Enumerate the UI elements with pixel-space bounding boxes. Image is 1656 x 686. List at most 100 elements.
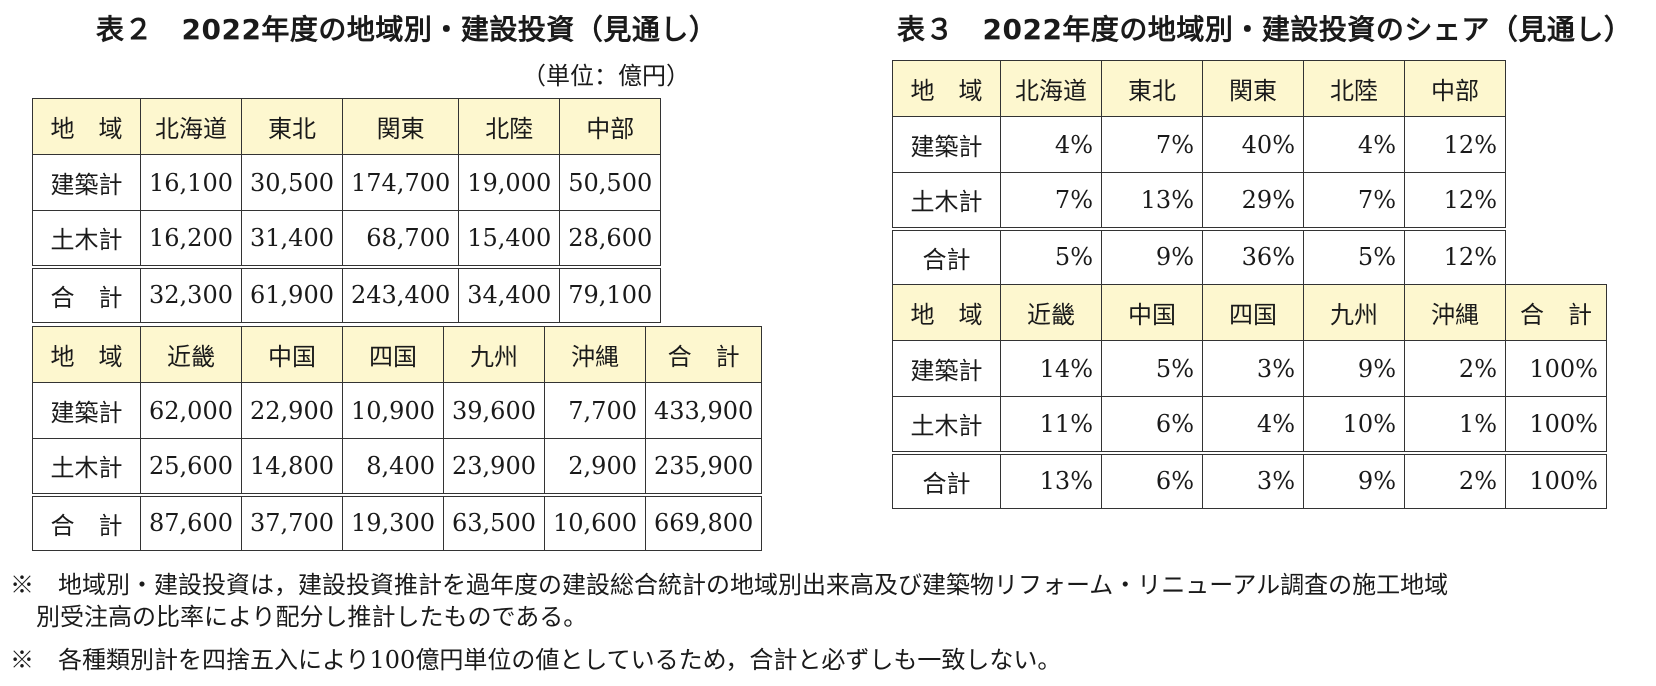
header-cell: 中国 bbox=[1101, 284, 1203, 341]
value-cell: 22,900 bbox=[241, 382, 343, 439]
value-cell: 14% bbox=[1000, 340, 1102, 397]
value-cell: 100% bbox=[1505, 450, 1607, 509]
table-header-row: 地 域 近畿 中国 四国 九州 沖縄 合 計 bbox=[32, 326, 763, 383]
value-cell: 433,900 bbox=[644, 382, 763, 439]
empty-cell bbox=[1506, 117, 1607, 173]
header-cell: 合 計 bbox=[1505, 284, 1607, 341]
header-cell: 北海道 bbox=[140, 98, 242, 155]
table-header-row: 地 域 北海道 東北 関東 北陸 中部 bbox=[892, 60, 1607, 117]
value-cell: 4% bbox=[1202, 396, 1304, 453]
table-total-row: 合計 13% 6% 3% 9% 2% 100% bbox=[892, 450, 1607, 509]
value-cell: 79,100 bbox=[559, 264, 662, 323]
header-cell: 合 計 bbox=[644, 326, 763, 383]
table-row: 建築計 16,100 30,500 174,700 19,000 50,500 bbox=[32, 154, 662, 211]
value-cell: 6% bbox=[1101, 450, 1203, 509]
header-cell: 近畿 bbox=[140, 326, 242, 383]
header-cell: 地 域 bbox=[892, 60, 1001, 117]
value-cell: 4% bbox=[1303, 116, 1405, 173]
value-cell: 23,900 bbox=[443, 438, 545, 495]
table-total-row: 合 計 87,600 37,700 19,300 63,500 10,600 6… bbox=[32, 492, 763, 551]
value-cell: 235,900 bbox=[644, 438, 763, 495]
value-cell: 25,600 bbox=[140, 438, 242, 495]
value-cell: 100% bbox=[1505, 396, 1607, 453]
value-cell: 28,600 bbox=[559, 210, 662, 267]
footnote: ※ 各種類別計を四捨五入により100億円単位の値としているため，合計と必ずしも一… bbox=[10, 646, 1062, 674]
row-label: 合 計 bbox=[32, 264, 141, 323]
row-label: 土木計 bbox=[32, 438, 141, 495]
row-label: 建築計 bbox=[892, 116, 1001, 173]
value-cell: 7% bbox=[1101, 116, 1203, 173]
footnote-continuation: 別受注高の比率により配分し推計したものである。 bbox=[36, 603, 588, 631]
footnote: ※ 地域別・建設投資は，建設投資推計を過年度の建設総合統計の地域別出来高及び建築… bbox=[10, 571, 1449, 599]
value-cell: 31,400 bbox=[241, 210, 343, 267]
empty-cell bbox=[1506, 173, 1607, 229]
value-cell: 12% bbox=[1404, 226, 1506, 285]
table-header-row: 地 域 近畿 中国 四国 九州 沖縄 合 計 bbox=[892, 284, 1607, 341]
value-cell: 68,700 bbox=[341, 210, 460, 267]
table2-title: 表２ 2022年度の地域別・建設投資（見通し） bbox=[96, 13, 718, 46]
empty-cell bbox=[1506, 229, 1607, 285]
value-cell: 10,900 bbox=[342, 382, 444, 439]
header-cell: 九州 bbox=[443, 326, 545, 383]
header-cell: 北陸 bbox=[1303, 60, 1405, 117]
value-cell: 9% bbox=[1101, 226, 1203, 285]
row-label: 土木計 bbox=[892, 396, 1001, 453]
value-cell: 7,700 bbox=[544, 382, 646, 439]
table-row: 建築計 62,000 22,900 10,900 39,600 7,700 43… bbox=[32, 382, 763, 439]
value-cell: 30,500 bbox=[241, 154, 343, 211]
table2-unit: （単位：億円） bbox=[522, 62, 690, 90]
table-row: 土木計 11% 6% 4% 10% 1% 100% bbox=[892, 396, 1607, 453]
value-cell: 5% bbox=[1303, 226, 1405, 285]
value-cell: 19,300 bbox=[342, 492, 444, 551]
header-cell: 中国 bbox=[241, 326, 343, 383]
row-label: 建築計 bbox=[892, 340, 1001, 397]
value-cell: 8,400 bbox=[342, 438, 444, 495]
value-cell: 12% bbox=[1404, 116, 1506, 173]
header-cell: 沖縄 bbox=[544, 326, 646, 383]
empty-cell bbox=[1506, 61, 1607, 117]
table2-bottom: 地 域 近畿 中国 四国 九州 沖縄 合 計 建築計 62,000 22,900… bbox=[32, 326, 763, 551]
value-cell: 3% bbox=[1202, 450, 1304, 509]
value-cell: 39,600 bbox=[443, 382, 545, 439]
header-cell: 中部 bbox=[1404, 60, 1506, 117]
value-cell: 61,900 bbox=[241, 264, 343, 323]
table-row: 土木計 7% 13% 29% 7% 12% bbox=[892, 172, 1607, 229]
row-label: 建築計 bbox=[32, 382, 141, 439]
value-cell: 2,900 bbox=[544, 438, 646, 495]
value-cell: 62,000 bbox=[140, 382, 242, 439]
value-cell: 4% bbox=[1000, 116, 1102, 173]
value-cell: 29% bbox=[1202, 172, 1304, 229]
header-cell: 九州 bbox=[1303, 284, 1405, 341]
row-label: 土木計 bbox=[892, 172, 1001, 229]
table-header-row: 地 域 北海道 東北 関東 北陸 中部 bbox=[32, 98, 662, 155]
value-cell: 36% bbox=[1202, 226, 1304, 285]
header-cell: 関東 bbox=[1202, 60, 1304, 117]
header-cell: 四国 bbox=[1202, 284, 1304, 341]
value-cell: 19,000 bbox=[458, 154, 561, 211]
value-cell: 16,100 bbox=[140, 154, 242, 211]
value-cell: 37,700 bbox=[241, 492, 343, 551]
row-label: 合 計 bbox=[32, 492, 141, 551]
table-total-row: 合計 5% 9% 36% 5% 12% bbox=[892, 226, 1607, 285]
header-cell: 関東 bbox=[341, 98, 460, 155]
header-cell: 沖縄 bbox=[1404, 284, 1506, 341]
value-cell: 11% bbox=[1000, 396, 1102, 453]
value-cell: 1% bbox=[1404, 396, 1506, 453]
header-cell: 中部 bbox=[559, 98, 662, 155]
value-cell: 5% bbox=[1101, 340, 1203, 397]
value-cell: 243,400 bbox=[341, 264, 460, 323]
table-row: 建築計 4% 7% 40% 4% 12% bbox=[892, 116, 1607, 173]
table3: 地 域 北海道 東北 関東 北陸 中部 建築計 4% 7% 40% 4% 12%… bbox=[892, 60, 1607, 509]
row-label: 合計 bbox=[892, 450, 1001, 509]
value-cell: 2% bbox=[1404, 340, 1506, 397]
table-row: 土木計 25,600 14,800 8,400 23,900 2,900 235… bbox=[32, 438, 763, 495]
value-cell: 63,500 bbox=[443, 492, 545, 551]
row-label: 土木計 bbox=[32, 210, 141, 267]
header-cell: 北陸 bbox=[458, 98, 561, 155]
value-cell: 16,200 bbox=[140, 210, 242, 267]
value-cell: 15,400 bbox=[458, 210, 561, 267]
value-cell: 5% bbox=[1000, 226, 1102, 285]
header-cell: 東北 bbox=[241, 98, 343, 155]
value-cell: 2% bbox=[1404, 450, 1506, 509]
header-cell: 地 域 bbox=[32, 98, 141, 155]
